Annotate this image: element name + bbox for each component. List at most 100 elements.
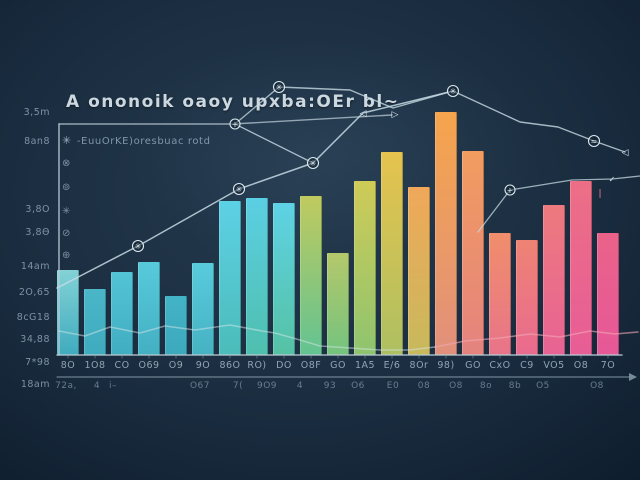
- bar-21: [597, 233, 619, 355]
- bar-7: [219, 201, 241, 355]
- x-tick-label-0: 8O: [60, 360, 76, 371]
- y-tick-label-8: 7*98: [25, 357, 50, 368]
- plot-top-frame-line: [58, 114, 393, 125]
- x-sub-label-9: E0: [386, 381, 400, 391]
- y-tick-label-6: 8cG18: [16, 312, 50, 323]
- line-marker-triL-icon: ◁: [622, 148, 629, 158]
- line-marker-scribble-icon: ≈: [587, 134, 601, 148]
- y-tick-label-3: 3,8Ɵ: [25, 227, 50, 238]
- x-sub-label-12: 8o: [479, 381, 493, 391]
- axis-glyph-icon-0: ⊗: [62, 158, 71, 169]
- x-tick-label-4: O9: [168, 360, 184, 371]
- line-marker-flower-icon: ✳: [232, 182, 246, 196]
- axis-glyph-icon-4: ⊕: [62, 250, 71, 261]
- y-tick-label-0: 3,5m: [23, 107, 50, 118]
- bar-5: [165, 296, 187, 355]
- svg-text:❘: ❘: [596, 189, 604, 199]
- x-sub-label-8: O6: [351, 381, 365, 391]
- y-tick-label-1: 8an8: [24, 136, 50, 147]
- x-tick-label-6: 86O: [219, 360, 241, 371]
- x-tick-label-1: 1O8: [84, 360, 106, 371]
- x-tick-label-12: E/6: [383, 360, 401, 371]
- axis-glyph-icon-3: ⊘: [62, 228, 71, 239]
- bar-1: [57, 270, 79, 355]
- bar-3: [111, 272, 133, 355]
- y-tick-label-5: 2O,65: [18, 287, 50, 298]
- line-marker-pink-icon: ❘: [596, 189, 604, 199]
- x-axis-arrowhead-icon: [629, 373, 637, 381]
- axis-glyph-icon-2: ✳: [62, 206, 71, 217]
- chart-subtitle: ✳ -EuuOrKE)oresbuac rotd: [62, 134, 211, 147]
- bar-11: [327, 253, 349, 355]
- line-marker-flower-icon: ✳: [306, 156, 320, 170]
- y-tick-label-4: 14am: [20, 261, 50, 272]
- axis-glyph-icon-1: ⊚: [62, 182, 71, 193]
- line-marker-target-icon: +: [229, 118, 241, 130]
- x-sub-label-11: O8: [449, 381, 463, 391]
- chart-title: A ononoik oaoy upxba:OEr bl~: [66, 92, 400, 112]
- svg-text:+: +: [232, 120, 239, 129]
- bar-15: [435, 112, 457, 355]
- x-tick-label-14: 98): [437, 360, 455, 371]
- x-tick-label-10: GO: [330, 360, 346, 371]
- svg-text:◁: ◁: [622, 148, 629, 158]
- subtitle-bullet-icon: ✳: [62, 134, 72, 147]
- x-sub-label-13: 8b: [508, 381, 522, 391]
- svg-text:+: +: [507, 186, 514, 195]
- x-sub-label-4: 7(: [232, 381, 244, 391]
- x-sub-label-15: O8: [590, 381, 604, 391]
- line-marker-flower-icon: ✳: [446, 84, 460, 98]
- bar-12: [354, 181, 376, 355]
- x-sub-label-10: 08: [417, 381, 431, 391]
- svg-text:✳: ✳: [450, 87, 457, 96]
- bar-14: [408, 187, 430, 355]
- x-sub-label-1: 4: [93, 381, 101, 391]
- x-tick-label-3: O69: [138, 360, 160, 371]
- line-marker-flower-icon: ✳: [131, 239, 145, 253]
- svg-text:≈: ≈: [591, 137, 598, 146]
- y-tick-label-9: 18am: [20, 379, 50, 390]
- x-tick-label-11: 1A5: [354, 360, 376, 371]
- x-sub-label-7: 93: [323, 381, 337, 391]
- x-tick-label-5: 9O: [195, 360, 211, 371]
- bar-20: [570, 181, 592, 355]
- x-tick-label-16: CxO: [489, 360, 511, 371]
- bar-18: [516, 240, 538, 355]
- x-tick-label-9: O8F: [300, 360, 322, 371]
- x-tick-label-8: DO: [276, 360, 292, 371]
- svg-text:✓: ✓: [609, 175, 616, 184]
- bar-19: [543, 205, 565, 355]
- line-marker-target-icon: +: [504, 184, 516, 196]
- x-sub-label-3: O67: [189, 381, 211, 391]
- x-sub-label-6: 4: [296, 381, 304, 391]
- x-sub-label-2: i–: [108, 381, 118, 391]
- x-tick-label-19: O8: [573, 360, 589, 371]
- line-marker-flower-icon: ✳: [272, 80, 286, 94]
- x-sub-label-5: 9O9: [256, 381, 278, 391]
- bar-8: [246, 198, 268, 355]
- bar-9: [273, 203, 295, 355]
- svg-text:✳: ✳: [236, 185, 243, 194]
- bar-10: [300, 196, 322, 355]
- x-tick-label-15: GO: [465, 360, 481, 371]
- bar-4: [138, 262, 160, 355]
- svg-text:✳: ✳: [276, 83, 283, 92]
- line-marker-check-icon: ✓: [609, 175, 616, 184]
- x-tick-label-18: VO5: [543, 360, 565, 371]
- x-tick-label-17: C9: [520, 360, 534, 371]
- x-sub-label-14: O5: [536, 381, 550, 391]
- svg-text:✳: ✳: [310, 159, 317, 168]
- y-tick-label-7: 34,88: [20, 334, 50, 345]
- y-tick-label-2: 3,8O: [25, 204, 50, 215]
- bar-16: [462, 151, 484, 355]
- x-tick-label-7: RO): [247, 360, 267, 371]
- bar-6: [192, 263, 214, 355]
- bar-2: [84, 289, 106, 355]
- subtitle-text: -EuuOrKE)oresbuac rotd: [76, 136, 211, 147]
- x-tick-label-13: 8Or: [409, 360, 429, 371]
- bar-13: [381, 152, 403, 355]
- svg-text:✳: ✳: [135, 242, 142, 251]
- x-tick-label-20: 7O: [600, 360, 616, 371]
- bar-17: [489, 233, 511, 355]
